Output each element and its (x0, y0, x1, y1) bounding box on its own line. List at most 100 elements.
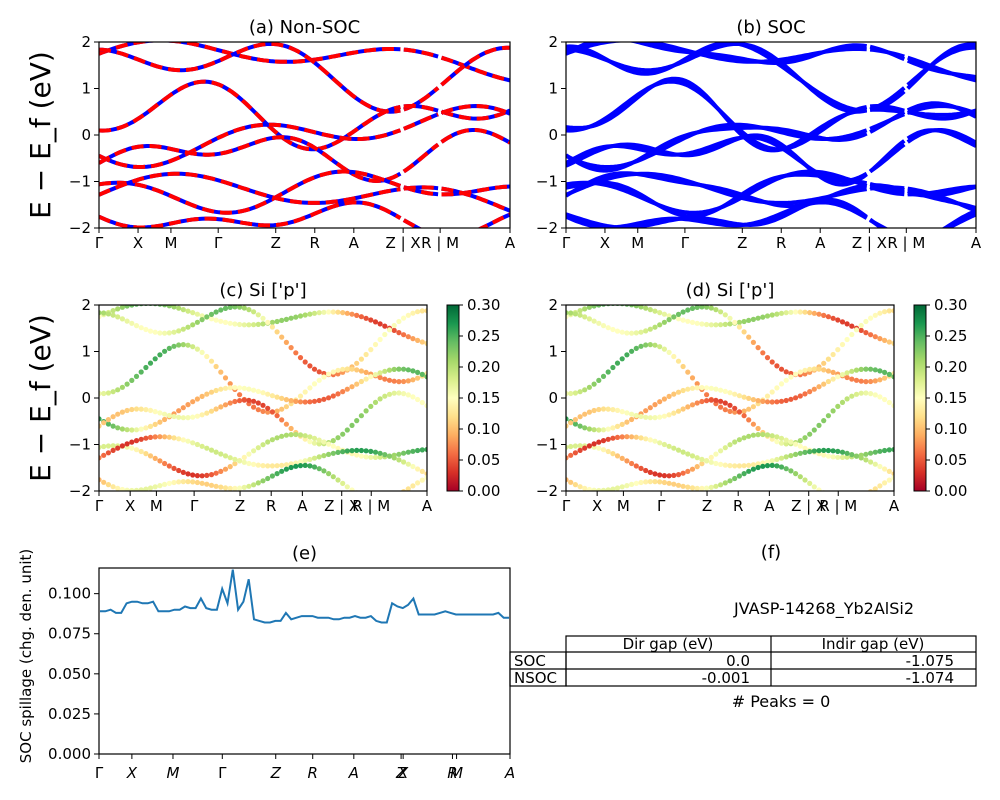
projection-point (671, 482, 676, 487)
projection-point (415, 397, 420, 402)
projection-point (410, 368, 415, 373)
projection-point (228, 486, 233, 491)
projection-point (568, 480, 573, 485)
projection-point (615, 424, 620, 429)
projection-point (779, 367, 784, 372)
projection-point (704, 458, 709, 463)
table-header-indir: Indir gap (eV) (822, 635, 925, 653)
projection-point (873, 378, 878, 383)
projection-point (181, 342, 186, 347)
x-tick-label: Γ (562, 497, 571, 515)
projection-point (335, 310, 340, 315)
projection-point (718, 405, 723, 410)
y-tick-label: 2 (81, 296, 91, 314)
projection-point (638, 466, 643, 471)
projection-point (578, 448, 583, 453)
projection-point (373, 372, 378, 377)
projection-point (835, 404, 840, 409)
projection-point (662, 480, 667, 485)
y-tick-label: −1 (536, 173, 558, 191)
projection-point (713, 452, 718, 457)
projection-point (167, 303, 172, 308)
projection-point (345, 427, 350, 432)
projection-point (157, 302, 162, 307)
projection-point (284, 317, 289, 322)
projection-point (887, 447, 892, 452)
projection-point (751, 467, 756, 472)
projection-point (831, 352, 836, 357)
projection-point (713, 484, 718, 489)
projection-point (746, 434, 751, 439)
projection-point (185, 309, 190, 314)
panel-a-non-soc-bands: 210−1−2Γ X M Γ Z R A Z | XR | M A(a) Non-SOCE − … (24, 17, 516, 252)
projection-point (106, 311, 111, 316)
projection-point (652, 309, 657, 314)
projection-point (882, 338, 887, 343)
projection-point (592, 427, 597, 432)
panel-c-si-p-projection: 210−1−2Γ X M Γ Z R A Z | XR | M A(c) Si ['p']E −… (24, 280, 500, 515)
projection-point (582, 314, 587, 319)
projection-point (587, 410, 592, 415)
projection-point (106, 443, 111, 448)
table-header-dir: Dir gap (eV) (623, 635, 714, 653)
projection-point (690, 485, 695, 490)
colorbar-tick-label: 0.00 (934, 482, 967, 500)
projection-point (331, 451, 336, 456)
projection-point (699, 385, 704, 390)
projection-point (840, 319, 845, 324)
panel-title: (e) (292, 543, 317, 564)
projection-point (704, 398, 709, 403)
projection-point (115, 314, 120, 319)
x-tick-label: A (889, 497, 900, 515)
projection-point (863, 457, 868, 462)
projection-point (368, 455, 373, 460)
projection-point (854, 378, 859, 383)
projection-point (816, 448, 821, 453)
projection-point (237, 392, 242, 397)
colorbar-tick-label: 0.05 (467, 451, 500, 469)
projection-point (859, 379, 864, 384)
projection-point (681, 309, 686, 314)
projection-point (802, 310, 807, 315)
projection-point (657, 322, 662, 327)
projection-point (289, 426, 294, 431)
projection-point (624, 352, 629, 357)
projection-point (648, 470, 653, 475)
projection-point (596, 321, 601, 326)
projection-point (784, 466, 789, 471)
projection-point (378, 321, 383, 326)
projection-point (845, 321, 850, 326)
projection-point (251, 405, 256, 410)
projection-point (676, 359, 681, 364)
projection-point (873, 392, 878, 397)
projection-point (185, 471, 190, 476)
projection-point (415, 480, 420, 485)
projection-point (793, 372, 798, 377)
projection-point (364, 316, 369, 321)
projection-point (242, 485, 247, 490)
projection-point (120, 426, 125, 431)
projection-point (115, 425, 120, 430)
projection-point (770, 399, 775, 404)
projection-point (307, 385, 312, 390)
projection-point (573, 390, 578, 395)
projection-point (742, 471, 747, 476)
projection-point (111, 424, 116, 429)
projection-point (410, 377, 415, 382)
x-tick-label: Z | X (386, 234, 421, 252)
projection-point (718, 309, 723, 314)
projection-point (573, 417, 578, 422)
y-axis-label: SOC spillage (chg. den. unit) (17, 549, 35, 764)
projection-point (195, 442, 200, 447)
projection-point (784, 438, 789, 443)
projection-point (265, 392, 270, 397)
projection-point (681, 364, 686, 369)
projection-point (578, 389, 583, 394)
projection-point (798, 474, 803, 479)
projection-point (303, 399, 308, 404)
projection-point (887, 339, 892, 344)
projection-point (129, 321, 134, 326)
projection-point (840, 342, 845, 347)
projection-point (260, 390, 265, 395)
projection-point (228, 455, 233, 460)
